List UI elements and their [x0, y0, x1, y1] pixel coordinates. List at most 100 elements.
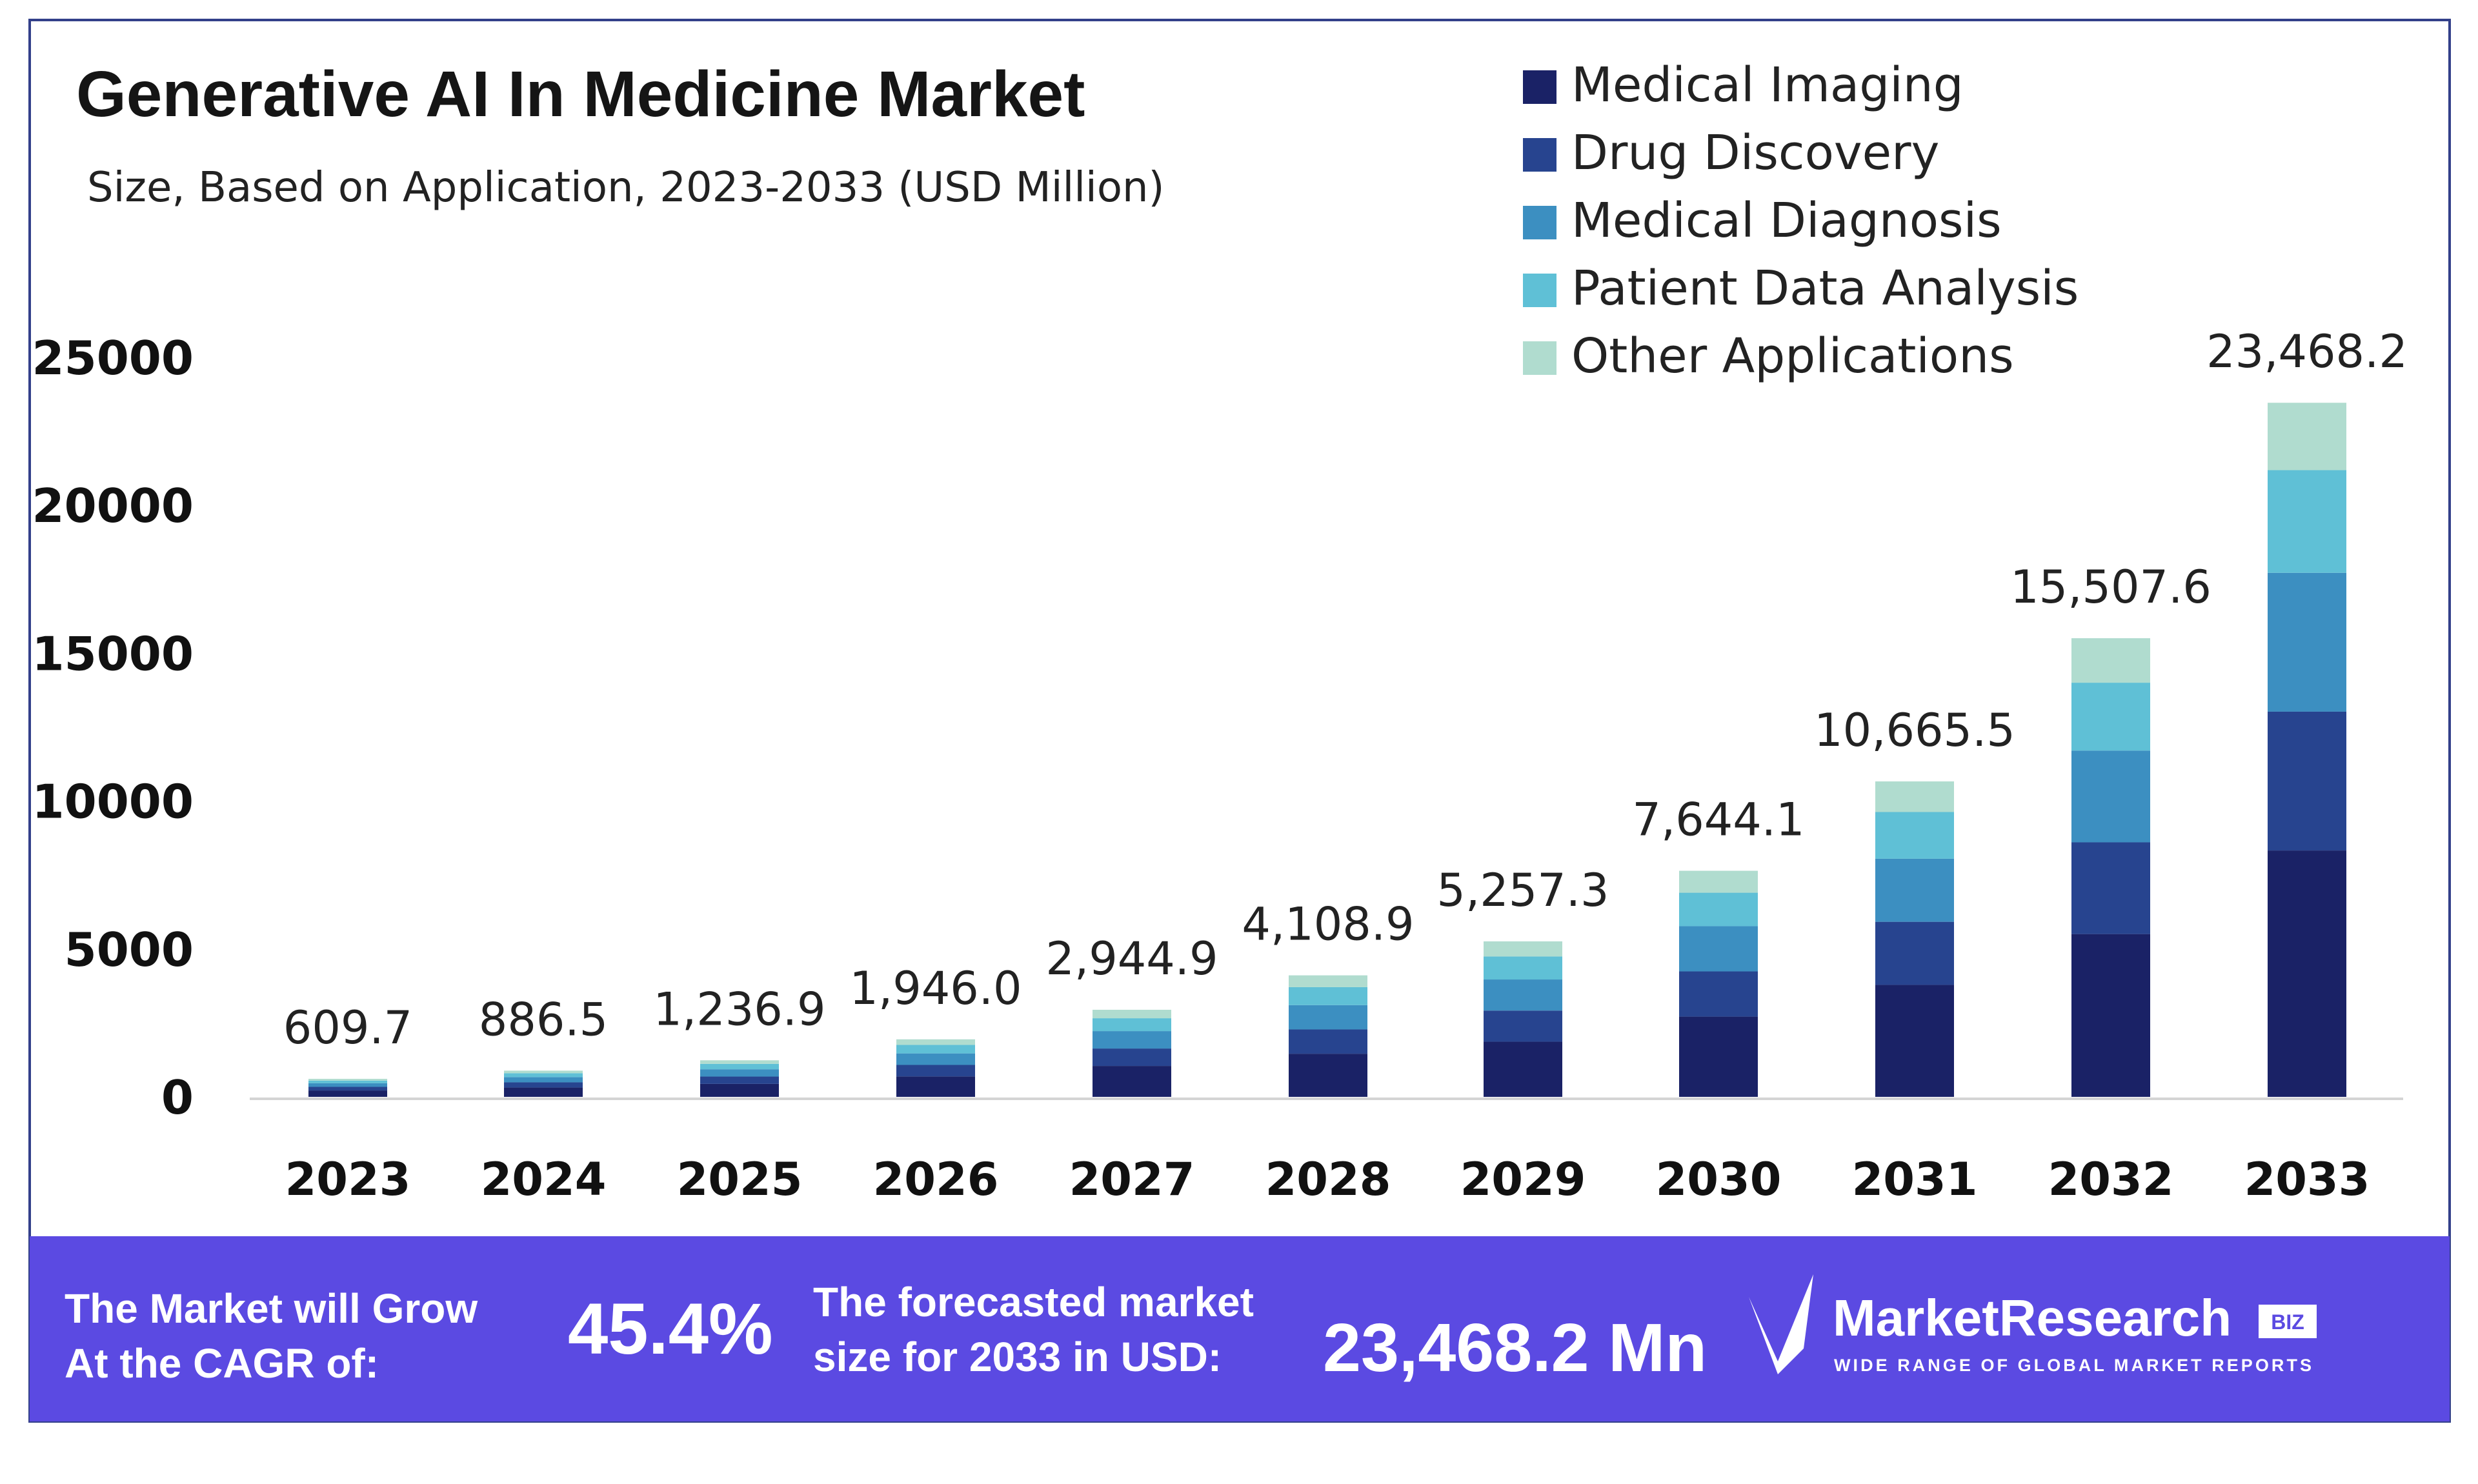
x-tick-label: 2032 — [2048, 1153, 2174, 1206]
banner-background — [30, 1236, 2450, 1421]
bar-segment-medical-diagnosis-2031 — [1875, 858, 1954, 922]
bar-segment-other-applications-2031 — [1875, 781, 1954, 812]
legend-swatch-patient-data-analysis — [1523, 274, 1556, 307]
legend-label-drug-discovery: Drug Discovery — [1571, 125, 1939, 181]
bar-segment-medical-imaging-2028 — [1289, 1054, 1367, 1097]
bar-segment-drug-discovery-2027 — [1093, 1048, 1171, 1067]
legend-swatch-drug-discovery — [1523, 138, 1556, 172]
bar-stack-2029: 5,257.3 — [1436, 864, 1609, 1097]
bar-stack-2024: 886.5 — [479, 993, 608, 1097]
forecast-value: 23,468.2 Mn — [1323, 1310, 1707, 1386]
legend-label-other-applications: Other Applications — [1571, 328, 2014, 384]
bar-segment-other-applications-2026 — [896, 1039, 975, 1045]
bar-segment-drug-discovery-2033 — [2268, 711, 2346, 851]
summary-banner: The Market will Grow At the CAGR of: 45.… — [30, 1236, 2450, 1421]
y-tick-label: 5000 — [65, 923, 194, 977]
bar-total-label: 7,644.1 — [1632, 794, 1804, 847]
x-tick-label: 2028 — [1265, 1153, 1391, 1206]
chart-title: Generative AI In Medicine Market — [76, 58, 1085, 130]
bar-segment-patient-data-analysis-2024 — [504, 1073, 583, 1078]
bar-segment-medical-imaging-2025 — [700, 1083, 779, 1097]
bars: 609.7 886.5 1,236.9 1,946.0 2,944.9 4,108.9 5,… — [283, 325, 2408, 1097]
bar-stack-2033: 23,468.2 — [2206, 325, 2408, 1097]
bar-segment-drug-discovery-2025 — [700, 1076, 779, 1084]
bar-total-label: 1,946.0 — [849, 962, 1022, 1015]
bar-segment-medical-imaging-2024 — [504, 1087, 583, 1097]
bar-stack-2030: 7,644.1 — [1632, 794, 1805, 1097]
legend-swatch-medical-diagnosis — [1523, 206, 1556, 239]
bar-segment-drug-discovery-2030 — [1679, 971, 1758, 1017]
x-tick-label: 2031 — [1852, 1153, 1978, 1206]
bar-segment-patient-data-analysis-2028 — [1289, 987, 1367, 1005]
bar-segment-drug-discovery-2026 — [896, 1065, 975, 1077]
legend-label-medical-imaging: Medical Imaging — [1571, 57, 1964, 113]
bar-segment-other-applications-2032 — [2071, 638, 2150, 683]
bar-segment-other-applications-2028 — [1289, 975, 1367, 987]
bar-total-label: 886.5 — [479, 993, 608, 1046]
logo-badge — [2259, 1305, 2317, 1338]
y-tick-label: 0 — [161, 1070, 194, 1125]
bar-stack-2028: 4,108.9 — [1242, 898, 1415, 1097]
legend-label-patient-data-analysis: Patient Data Analysis — [1571, 261, 2079, 316]
bar-stack-2025: 1,236.9 — [653, 983, 826, 1097]
legend: Medical Imaging Drug Discovery Medical Dia… — [1523, 57, 2079, 384]
bar-segment-drug-discovery-2024 — [504, 1082, 583, 1088]
bar-total-label: 23,468.2 — [2206, 325, 2408, 378]
bar-segment-drug-discovery-2028 — [1289, 1029, 1367, 1054]
bar-segment-patient-data-analysis-2031 — [1875, 812, 1954, 859]
bar-segment-medical-diagnosis-2023 — [308, 1083, 387, 1087]
logo-tagline: WIDE RANGE OF GLOBAL MARKET REPORTS — [1834, 1356, 2312, 1375]
x-tick-label: 2026 — [873, 1153, 999, 1206]
y-tick-label: 25000 — [32, 331, 194, 385]
bar-segment-medical-imaging-2030 — [1679, 1016, 1758, 1097]
logo-text: MarketResearch — [1833, 1289, 2231, 1347]
logo-check-icon — [1749, 1274, 1813, 1374]
bar-segment-other-applications-2024 — [504, 1070, 583, 1074]
bar-segment-other-applications-2025 — [700, 1060, 779, 1064]
bar-segment-medical-imaging-2029 — [1484, 1041, 1562, 1097]
bar-segment-patient-data-analysis-2033 — [2268, 470, 2346, 573]
x-tick-label: 2030 — [1656, 1153, 1782, 1206]
bar-stack-2026: 1,946.0 — [849, 962, 1022, 1097]
y-tick-label: 10000 — [32, 775, 194, 829]
bar-total-label: 5,257.3 — [1436, 864, 1609, 917]
x-tick-label: 2024 — [481, 1153, 607, 1206]
bar-stack-2027: 2,944.9 — [1045, 932, 1218, 1097]
bar-total-label: 2,944.9 — [1045, 932, 1218, 985]
bar-total-label: 15,507.6 — [2010, 561, 2211, 614]
bar-segment-drug-discovery-2029 — [1484, 1010, 1562, 1042]
bar-segment-patient-data-analysis-2027 — [1093, 1018, 1171, 1032]
x-tick-label: 2025 — [677, 1153, 803, 1206]
bar-segment-patient-data-analysis-2032 — [2071, 683, 2150, 751]
cagr-text-line1: The Market will Grow — [65, 1285, 478, 1332]
bar-segment-medical-imaging-2031 — [1875, 985, 1954, 1097]
bar-segment-patient-data-analysis-2029 — [1484, 956, 1562, 980]
bar-segment-drug-discovery-2032 — [2071, 842, 2150, 934]
bar-total-label: 609.7 — [283, 1001, 412, 1054]
bar-stack-2031: 10,665.5 — [1814, 704, 2015, 1097]
bar-segment-medical-diagnosis-2025 — [700, 1069, 779, 1077]
bar-segment-drug-discovery-2031 — [1875, 921, 1954, 985]
bar-segment-medical-diagnosis-2027 — [1093, 1031, 1171, 1049]
bar-total-label: 10,665.5 — [1814, 704, 2015, 757]
x-axis: 2023 2024 2025 2026 2027 2028 2029 2030 2031 2032… — [285, 1153, 2370, 1206]
bar-segment-medical-diagnosis-2029 — [1484, 979, 1562, 1011]
bar-total-label: 4,108.9 — [1242, 898, 1414, 951]
bar-segment-medical-diagnosis-2030 — [1679, 926, 1758, 972]
cagr-text-line2: At the CAGR of: — [65, 1340, 379, 1387]
legend-label-medical-diagnosis: Medical Diagnosis — [1571, 193, 2002, 248]
y-tick-label: 15000 — [32, 627, 194, 681]
cagr-value: 45.4% — [568, 1288, 773, 1369]
bar-segment-medical-diagnosis-2028 — [1289, 1005, 1367, 1030]
bar-stack-2032: 15,507.6 — [2010, 561, 2211, 1097]
chart-subtitle: Size, Based on Application, 2023-2033 (U… — [87, 164, 1165, 212]
bar-segment-medical-imaging-2023 — [308, 1090, 387, 1097]
bar-segment-other-applications-2033 — [2268, 403, 2346, 470]
bar-segment-medical-diagnosis-2024 — [504, 1077, 583, 1083]
bar-segment-medical-imaging-2033 — [2268, 850, 2346, 1097]
bar-segment-patient-data-analysis-2023 — [308, 1080, 387, 1083]
forecast-text-line2: size for 2033 in USD: — [813, 1334, 1222, 1380]
bar-segment-medical-diagnosis-2033 — [2268, 572, 2346, 712]
bar-segment-medical-imaging-2027 — [1093, 1066, 1171, 1097]
